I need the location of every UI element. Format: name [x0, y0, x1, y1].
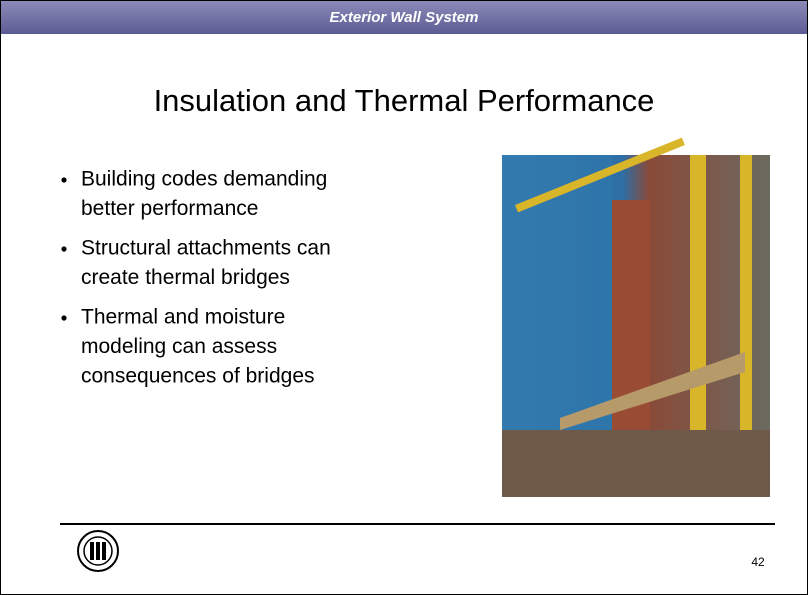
slide: Exterior Wall System Insulation and Ther…	[0, 0, 808, 595]
bullet-text: consequences of bridges	[81, 365, 315, 388]
slide-title: Insulation and Thermal Performance	[154, 83, 655, 118]
photo	[502, 138, 770, 497]
bullet-text: Thermal and moisture	[81, 306, 285, 329]
bullet-text: Building codes demanding	[81, 168, 327, 191]
bullet-text: better performance	[81, 197, 258, 220]
bullet-text: modeling can assess	[81, 335, 277, 358]
bullet-dot	[61, 315, 66, 320]
bullet-dot	[61, 246, 66, 251]
bullet-dot	[61, 177, 66, 182]
bullet-text: create thermal bridges	[81, 266, 290, 289]
logo	[78, 531, 118, 571]
page: Exterior Wall System Insulation and Ther…	[0, 0, 808, 595]
header-title: Exterior Wall System	[330, 9, 479, 26]
page-number: 42	[751, 555, 765, 569]
bullet-text: Structural attachments can	[81, 237, 331, 260]
